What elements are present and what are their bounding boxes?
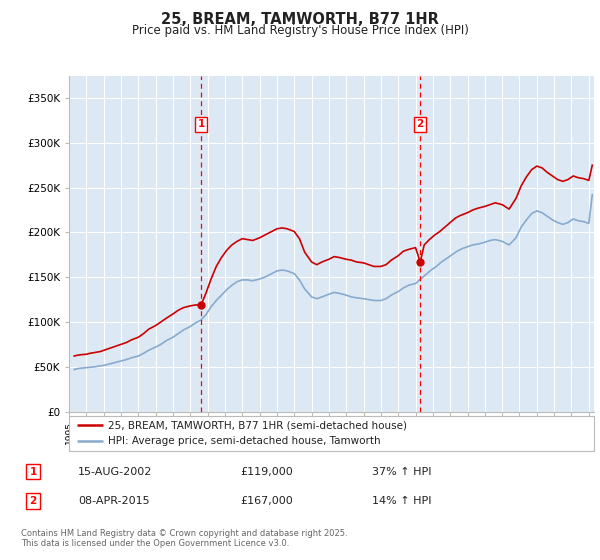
- Text: Contains HM Land Registry data © Crown copyright and database right 2025.
This d: Contains HM Land Registry data © Crown c…: [21, 529, 347, 548]
- Text: Price paid vs. HM Land Registry's House Price Index (HPI): Price paid vs. HM Land Registry's House …: [131, 24, 469, 38]
- Text: 15-AUG-2002: 15-AUG-2002: [78, 466, 152, 477]
- Text: £119,000: £119,000: [240, 466, 293, 477]
- Text: £167,000: £167,000: [240, 496, 293, 506]
- Text: 14% ↑ HPI: 14% ↑ HPI: [372, 496, 431, 506]
- Text: 08-APR-2015: 08-APR-2015: [78, 496, 149, 506]
- Text: 2: 2: [29, 496, 37, 506]
- Text: 25, BREAM, TAMWORTH, B77 1HR: 25, BREAM, TAMWORTH, B77 1HR: [161, 12, 439, 27]
- Text: HPI: Average price, semi-detached house, Tamworth: HPI: Average price, semi-detached house,…: [109, 436, 381, 446]
- Text: 1: 1: [197, 119, 205, 129]
- Text: 25, BREAM, TAMWORTH, B77 1HR (semi-detached house): 25, BREAM, TAMWORTH, B77 1HR (semi-detac…: [109, 420, 407, 430]
- Text: 37% ↑ HPI: 37% ↑ HPI: [372, 466, 431, 477]
- Text: 1: 1: [29, 466, 37, 477]
- Text: 2: 2: [416, 119, 424, 129]
